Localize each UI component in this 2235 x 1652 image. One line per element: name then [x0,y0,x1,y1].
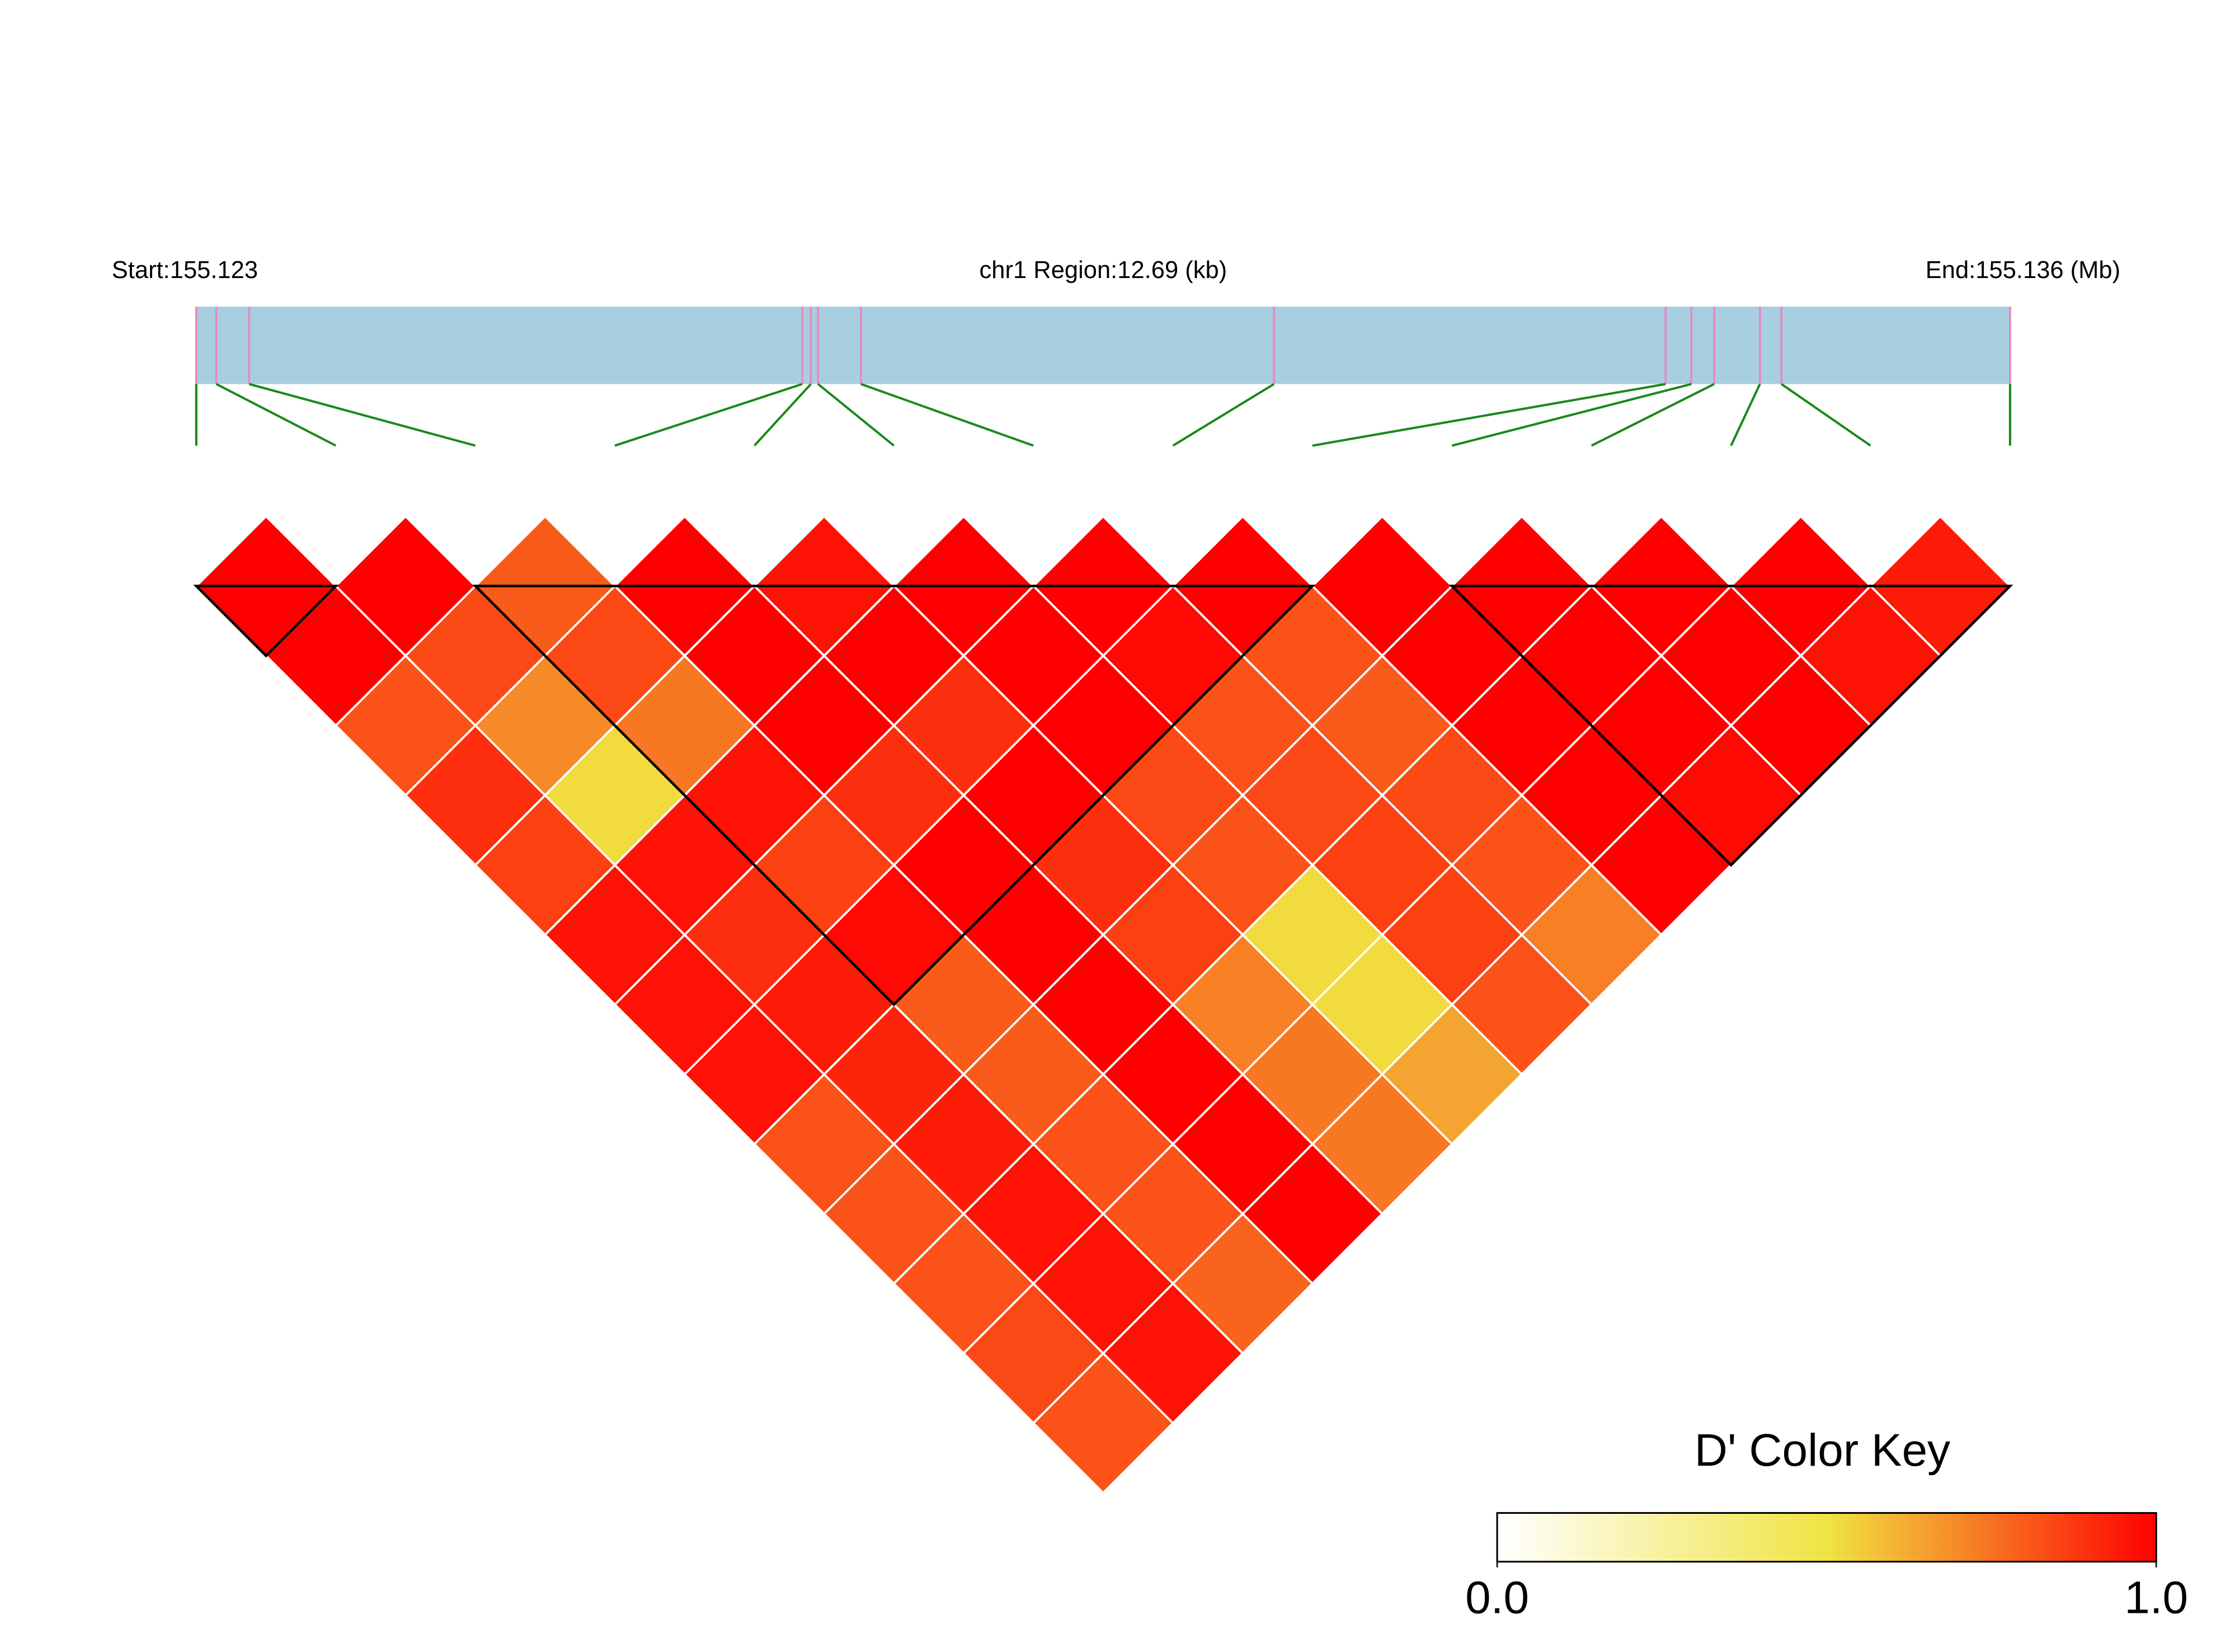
ld-cell [1032,1352,1175,1495]
start-label: Start:155.123 [112,257,258,284]
key-title: D' Color Key [1695,1425,1950,1476]
snp-link [1780,383,1871,447]
color-key [1496,1512,2157,1563]
snp-link [753,383,812,446]
snp-link [1312,383,1666,447]
region-label: chr1 Region:12.69 (kb) [980,257,1227,284]
snp-link [1591,383,1715,447]
snp-link [1730,383,1761,446]
ld-block [472,585,1316,1006]
end-label: End:155.136 (Mb) [1926,257,2120,284]
snp-link [1172,383,1275,447]
region-bar [196,307,2010,384]
snp-link [215,383,337,447]
snp-link [817,383,895,447]
snp-link [248,383,476,447]
snp-link [614,383,803,447]
ld-block [1448,585,2013,867]
key-tick-label: 1.0 [2124,1573,2188,1623]
key-tick-label: 0.0 [1465,1573,1529,1623]
snp-link [860,383,1034,447]
ld-block [193,585,339,658]
snp-link [1451,383,1692,447]
